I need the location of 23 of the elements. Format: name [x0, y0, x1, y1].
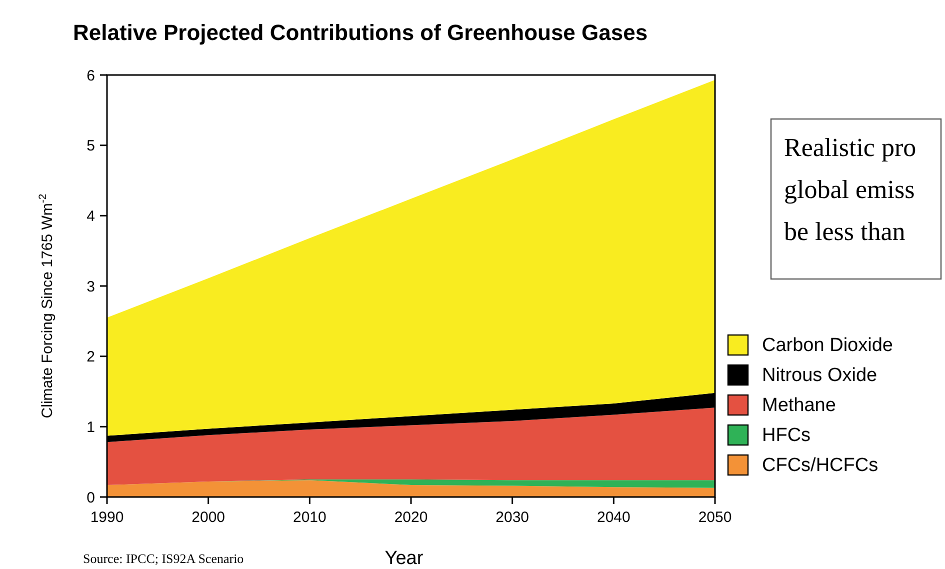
y-tick-label: 4 [86, 208, 95, 225]
y-tick-label: 0 [86, 489, 95, 506]
x-tick-label: 2000 [192, 509, 226, 526]
y-tick-label: 5 [86, 138, 95, 155]
legend-label: HFCs [762, 425, 811, 446]
x-tick-label: 2040 [596, 509, 630, 526]
source-note: Source: IPCC; IS92A Scenario [83, 551, 244, 566]
x-tick-label: 2010 [292, 509, 326, 526]
y-tick-label: 6 [86, 67, 95, 84]
x-axis-title: Year [384, 548, 424, 569]
legend-label: Methane [762, 395, 836, 416]
y-tick-label: 1 [86, 418, 95, 436]
legend-label: CFCs/HCFCs [762, 455, 878, 476]
x-tick-label: 2030 [496, 509, 530, 526]
y-tick-label: 3 [86, 278, 95, 296]
y-tick-label: 2 [86, 348, 95, 366]
legend-label: Carbon Dioxide [762, 335, 893, 356]
x-tick-label: 1990 [90, 509, 124, 526]
text: Realistic pro global emiss be less than [784, 133, 916, 246]
legend-label: Nitrous Oxide [762, 365, 878, 386]
chart-title: Relative Projected Contributions of Greenhouse Gases [73, 20, 648, 45]
x-tick-label: 2020 [394, 509, 428, 526]
x-tick-label: 2050 [698, 509, 732, 526]
